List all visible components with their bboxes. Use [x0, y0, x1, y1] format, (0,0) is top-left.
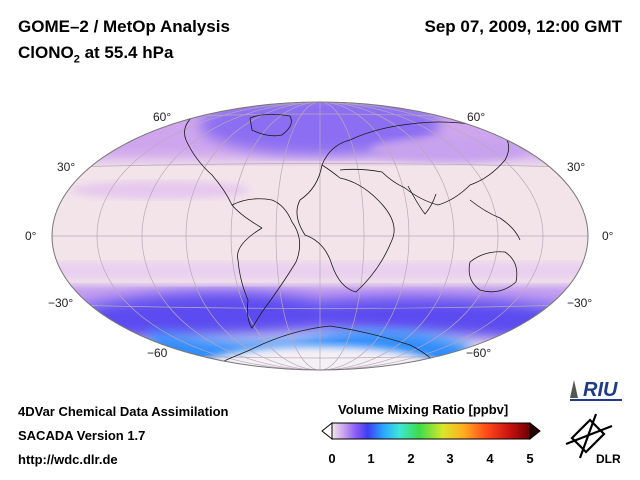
species-label: ClONO2 at 55.4 hPa: [18, 43, 173, 65]
footer-method: 4DVar Chemical Data Assimilation: [18, 404, 229, 419]
lat-label-right-0: 0°: [602, 229, 614, 243]
colorbar-ramp: [331, 422, 531, 440]
coast-india: [407, 185, 437, 215]
riu-logo-text: RIU: [583, 379, 618, 401]
lat-label-left-0: 0°: [25, 229, 37, 243]
lat-label-left-minus60: −60: [147, 346, 168, 360]
colorbar-tick-2: 2: [407, 451, 415, 466]
analysis-datetime: Sep 07, 2009, 12:00 GMT: [424, 17, 623, 36]
species-subscript: 2: [73, 53, 80, 66]
lat-label-left-60: 60°: [153, 110, 172, 124]
colorbar-tick-1: 1: [367, 451, 375, 466]
dlr-logo-mark: [570, 418, 606, 454]
lat-label-right-30: 30°: [567, 160, 586, 174]
lat-label-left-30: 30°: [57, 160, 76, 174]
coast-eurasia: [321, 121, 510, 206]
riu-logo-mark: [570, 380, 578, 398]
species-prefix: ClONO: [18, 43, 74, 62]
species-suffix: at 55.4 hPa: [79, 43, 174, 62]
coast-africa: [296, 164, 395, 293]
lat-label-right-minus30: −30°: [567, 296, 593, 310]
coast-southeast-asia: [469, 199, 521, 241]
colorbar-tick-3: 3: [446, 451, 454, 466]
colorbar-tick-0: 0: [328, 451, 336, 466]
coast-north-america: [184, 111, 263, 229]
lat-label-right-minus60: −60°: [466, 346, 492, 360]
dlr-logo-text: DLR: [596, 452, 621, 466]
map-title: GOME–2 / MetOp Analysis: [18, 17, 230, 36]
globe: [52, 102, 588, 370]
colorbar-tick-4: 4: [486, 451, 494, 466]
colorbar: [321, 421, 541, 441]
colorbar-high-arrow: [529, 421, 541, 441]
colorbar-label: Volume Mixing Ratio [ppbv]: [338, 402, 509, 417]
field-north-tongue: [370, 138, 530, 162]
lat-label-right-60: 60°: [467, 110, 486, 124]
field-south-high: [60, 292, 588, 345]
coast-south-america: [231, 198, 301, 329]
colorbar-low-arrow: [321, 421, 333, 441]
footer-url[interactable]: http://wdc.dlr.de: [18, 452, 118, 467]
coast-australia: [468, 251, 518, 293]
riu-logo: RIU: [570, 379, 622, 401]
field-subtropic-band: [70, 181, 250, 199]
footer-version: SACADA Version 1.7: [18, 428, 146, 443]
coastlines: [184, 111, 521, 370]
coast-greenland: [249, 114, 292, 137]
globe-outline: [51, 101, 589, 371]
dlr-logo: DLR: [565, 413, 621, 466]
lat-label-left-minus30: −30°: [48, 296, 74, 310]
colorbar-tick-5: 5: [526, 451, 534, 466]
graticule: [52, 102, 588, 370]
